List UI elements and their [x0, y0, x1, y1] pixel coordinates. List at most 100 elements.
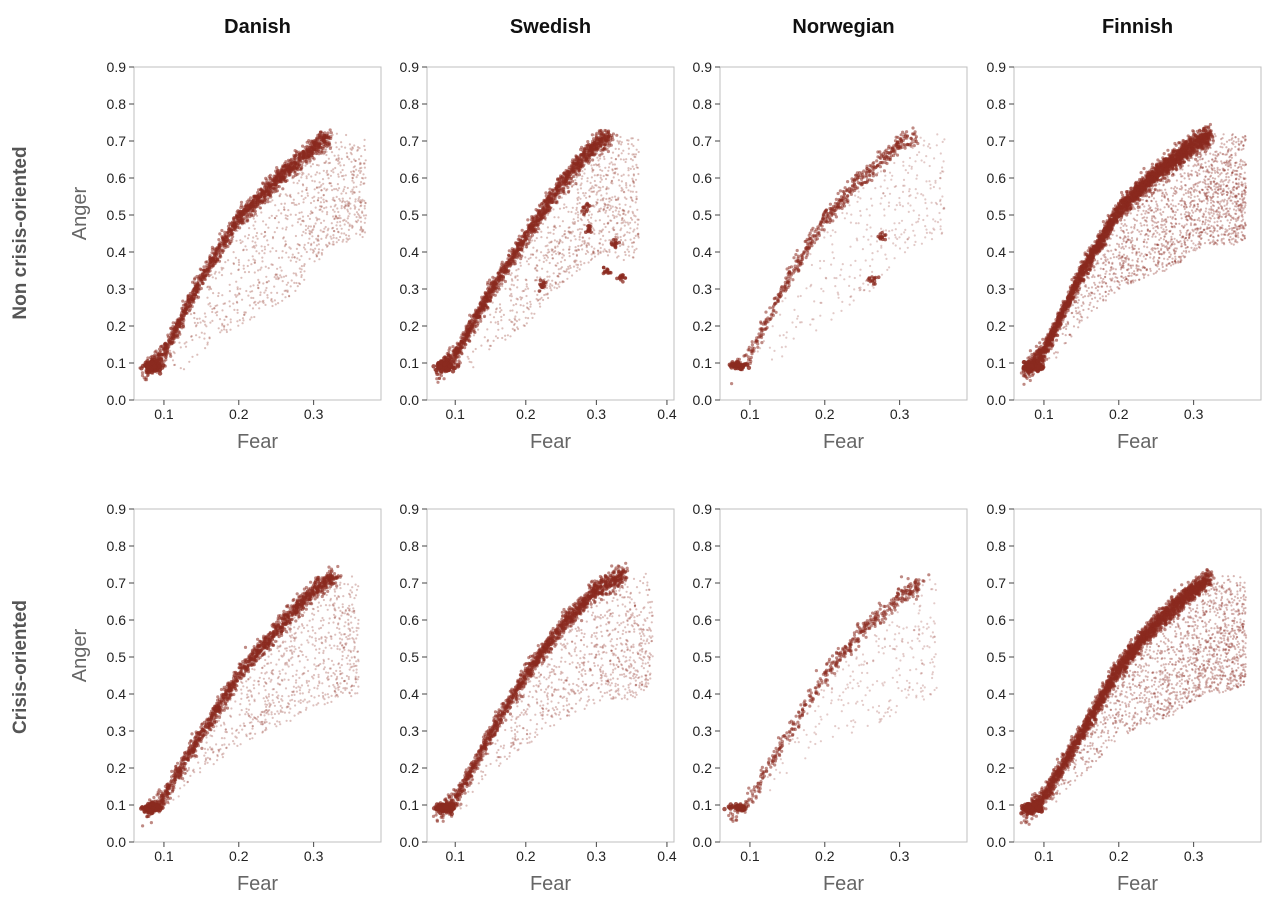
data-point	[239, 206, 242, 209]
y-tick-label: 0.7	[107, 133, 127, 149]
data-point	[638, 151, 640, 153]
data-point	[595, 145, 598, 148]
data-point	[585, 253, 587, 255]
data-point	[592, 137, 595, 140]
data-point	[208, 263, 211, 266]
data-point	[605, 149, 607, 151]
data-point	[180, 323, 182, 325]
column-title-danish: Danish	[224, 16, 291, 38]
data-point	[530, 231, 533, 234]
data-point	[216, 311, 218, 313]
data-point	[171, 325, 174, 328]
data-point	[483, 300, 486, 303]
data-point	[591, 158, 594, 161]
data-point	[449, 355, 452, 358]
data-point	[295, 154, 298, 157]
data-point	[577, 214, 579, 216]
data-point	[454, 353, 457, 356]
data-point	[353, 144, 355, 146]
data-point	[176, 336, 179, 339]
data-point	[320, 201, 322, 203]
data-point	[323, 140, 326, 143]
data-point	[243, 249, 245, 251]
data-point	[301, 174, 303, 176]
data-point	[293, 182, 295, 184]
data-point	[288, 256, 290, 258]
data-point	[274, 299, 276, 301]
data-point	[361, 177, 363, 179]
data-point	[630, 239, 632, 241]
data-point	[347, 217, 349, 219]
data-point	[284, 160, 287, 163]
data-point	[313, 200, 315, 202]
data-point	[290, 161, 293, 164]
data-point	[221, 236, 224, 239]
data-point	[216, 314, 218, 316]
data-point	[272, 247, 274, 249]
data-point	[206, 343, 208, 345]
data-point	[608, 251, 610, 253]
data-point	[635, 248, 637, 250]
data-point	[572, 173, 574, 175]
data-point	[627, 143, 629, 145]
data-point	[264, 203, 266, 205]
data-point	[257, 279, 259, 281]
data-point	[624, 204, 626, 206]
data-point	[344, 201, 346, 203]
data-point	[575, 212, 577, 214]
data-point	[494, 294, 497, 297]
data-point	[240, 201, 243, 204]
data-point	[500, 316, 502, 318]
data-point	[273, 286, 275, 288]
data-point	[255, 210, 257, 212]
data-point	[355, 198, 357, 200]
data-point	[188, 361, 190, 363]
data-point	[627, 222, 629, 224]
data-point	[599, 133, 602, 136]
data-point	[463, 342, 466, 345]
data-point	[283, 206, 285, 208]
data-point	[475, 348, 477, 350]
data-point	[285, 243, 287, 245]
data-point	[582, 161, 584, 163]
data-point	[224, 261, 226, 263]
data-point	[549, 287, 551, 289]
data-point	[235, 296, 237, 298]
data-point	[261, 250, 263, 252]
data-point	[255, 199, 258, 202]
data-point	[260, 196, 262, 198]
data-point	[202, 282, 205, 285]
data-point	[612, 211, 614, 213]
data-point	[506, 269, 508, 271]
data-point	[253, 316, 255, 318]
data-point	[504, 335, 506, 337]
data-point	[608, 249, 610, 251]
data-point	[620, 143, 622, 145]
data-point	[615, 158, 617, 160]
data-point	[325, 154, 327, 156]
data-point	[579, 268, 581, 270]
data-point	[210, 288, 212, 290]
data-point	[582, 240, 584, 242]
data-point	[362, 183, 364, 185]
data-point	[349, 225, 351, 227]
data-point	[559, 225, 561, 227]
data-point	[242, 322, 244, 324]
data-point	[525, 279, 527, 281]
data-point	[271, 199, 273, 201]
data-point	[323, 201, 325, 203]
data-point	[325, 206, 327, 208]
data-point	[336, 133, 338, 135]
data-point	[211, 257, 214, 260]
data-point	[525, 317, 527, 319]
data-point	[596, 152, 598, 154]
data-point	[331, 189, 333, 191]
data-point	[274, 231, 276, 233]
data-point	[197, 287, 200, 290]
data-point	[276, 227, 278, 229]
data-point	[195, 324, 197, 326]
data-point	[334, 205, 336, 207]
data-point	[317, 199, 319, 201]
data-point	[353, 186, 355, 188]
data-point	[314, 141, 317, 144]
